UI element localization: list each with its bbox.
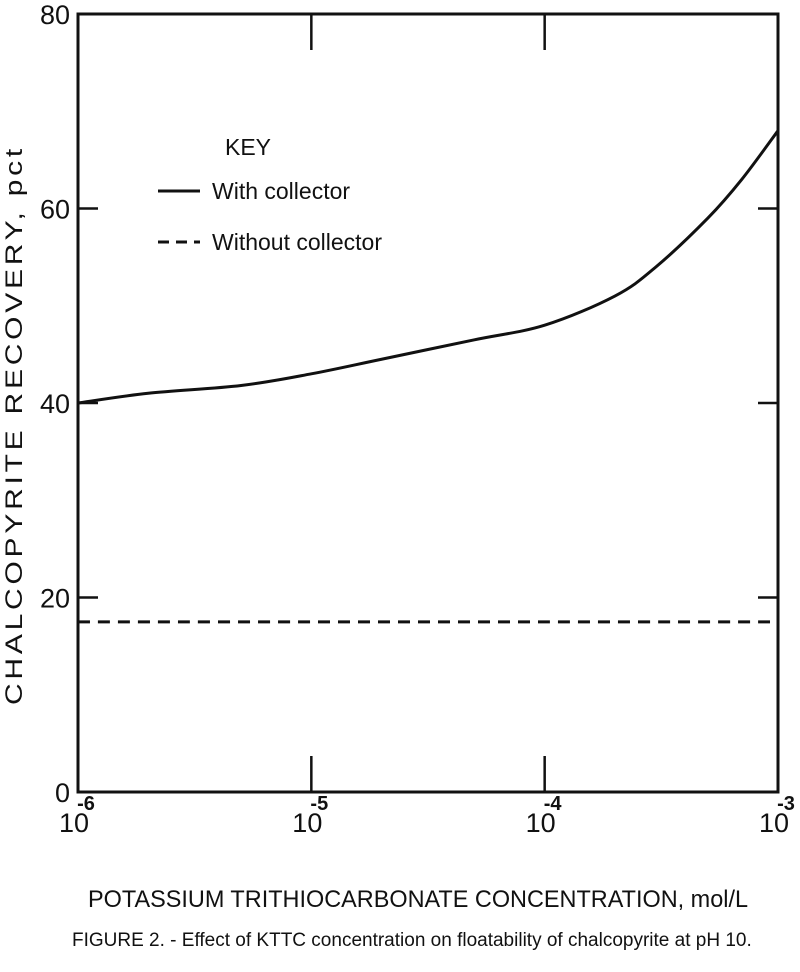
y-tick-label: 80	[40, 0, 70, 30]
x-tick-label-base: 10	[759, 808, 789, 838]
series-line-with-collector	[77, 129, 780, 405]
y-tick-label: 60	[40, 195, 70, 225]
figure-caption: FIGURE 2. - Effect of KTTC concentration…	[72, 930, 752, 951]
legend-title: KEY	[225, 134, 271, 160]
x-tick-label-exponent: -4	[544, 793, 563, 815]
y-tick-label: 20	[40, 584, 70, 614]
legend-label-without-collector: Without collector	[212, 229, 382, 255]
y-tick-label: 40	[40, 389, 70, 419]
x-tick-label-base: 10	[292, 808, 322, 838]
x-axis-title: POTASSIUM TRITHIOCARBONATE CONCENTRATION…	[88, 886, 748, 913]
plot-frame	[76, 12, 780, 794]
x-tick-label-base: 10	[59, 808, 89, 838]
y-axis-title: CHALCOPYRITE RECOVERY, pct	[1, 145, 28, 705]
series-layer	[77, 129, 780, 624]
x-tick-label-exponent: -5	[310, 793, 328, 815]
x-tick-label-base: 10	[526, 808, 556, 838]
plot-border	[76, 12, 780, 794]
y-axis-ticks: 0 20 40 60 80	[40, 0, 778, 808]
legend-label-with-collector: With collector	[212, 178, 350, 204]
x-tick-label-exponent: -3	[777, 793, 795, 815]
legend: KEY With collector Without collector	[158, 134, 382, 255]
x-tick-label-exponent: -6	[77, 793, 95, 815]
x-axis-ticks: 10-610-510-410-3	[59, 14, 795, 838]
y-tick-label: 0	[55, 778, 70, 808]
